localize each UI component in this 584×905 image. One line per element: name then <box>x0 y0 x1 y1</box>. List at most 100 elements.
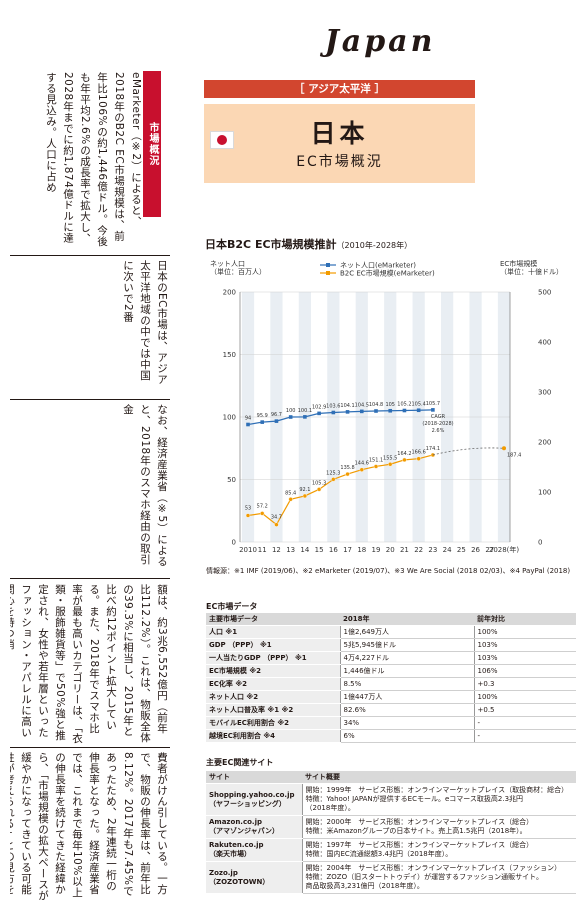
cell: 1,446億ドル <box>339 664 474 678</box>
table-header: 前年対比 <box>474 613 576 626</box>
x-tick-label: 14 <box>300 546 309 554</box>
site-name: Zozo.jp （ZOZOTOWN） <box>206 861 302 894</box>
data-point <box>388 462 393 467</box>
section-tag: 市場概況 <box>143 71 161 217</box>
x-tick-label: 17 <box>343 546 352 554</box>
cell: +0.3 <box>473 677 576 691</box>
table-header: サイト <box>206 771 302 784</box>
data-point <box>331 410 336 415</box>
data-label: 105.7 <box>426 401 440 407</box>
cell: 1億2,649万人 <box>339 625 474 639</box>
legend-marker <box>326 263 330 267</box>
data-label: 104.8 <box>369 402 383 408</box>
ec-sites-label: 主要EC関連サイト <box>206 758 274 767</box>
data-point <box>373 464 379 469</box>
series-line <box>247 409 433 426</box>
data-point <box>302 493 308 499</box>
table-row: Zozo.jp （ZOZOTOWN） 開始：2004年 サービス形態：オンラインマ… <box>206 861 576 894</box>
site-name: Shopping.yahoo.co.jp （ヤフーショッピング） <box>206 783 302 816</box>
data-point <box>331 477 336 482</box>
data-point <box>416 456 421 461</box>
page-title: Japan <box>324 24 436 59</box>
table-header: サイト概要 <box>302 771 576 784</box>
x-tick-label: 21 <box>400 546 409 554</box>
data-point <box>359 467 364 472</box>
data-point <box>245 513 251 518</box>
data-point <box>388 408 393 413</box>
row-label: ネット人口 ※2 <box>206 690 340 704</box>
ec-market-chart: 0 50 100 150 200 0 100 200 300 400 500 2010 11 12 13 14… <box>210 259 563 554</box>
site-name: Amazon.co.jp （アマゾンジャパン） <box>206 815 302 839</box>
region-bar: ［ アジア太平洋 ］ <box>204 80 475 98</box>
x-tick-label: 2010 <box>239 546 257 554</box>
country-name: 日本 <box>310 119 369 148</box>
data-point <box>246 422 250 427</box>
site-description: 開始：1999年 サービス形態：オンラインマーケットプレイス（取扱商材：総合） … <box>301 783 576 816</box>
data-label: 100 <box>286 408 296 414</box>
data-label: 144.6 <box>355 461 369 467</box>
data-label: 103.6 <box>326 404 340 410</box>
left-axis-label: ネット人口（単位：百万人） <box>210 260 266 276</box>
data-label: 105.3 <box>312 480 326 486</box>
cell: 1億447万人 <box>339 690 474 704</box>
table-row: EC市場規模 ※2 1,446億ドル 106% <box>206 664 576 678</box>
cell: 34% <box>339 716 474 730</box>
x-tick-label: 2028(年) <box>489 545 520 554</box>
data-label: 135.8 <box>340 465 354 471</box>
right-tick-label: 500 <box>538 289 551 297</box>
right-tick-label: 300 <box>538 389 551 397</box>
data-point <box>260 511 265 516</box>
data-label: 92.1 <box>299 487 310 493</box>
row-label: 一人当たりGDP （PPP） ※1 <box>206 651 340 665</box>
data-point <box>431 408 435 412</box>
data-point <box>288 497 293 502</box>
article-column: eMarketer（※2）によると、2018年のB2C EC市場規模は、前年比1… <box>45 72 142 247</box>
cell: +0.5 <box>473 703 576 717</box>
table-row: Rakuten.co.jp （楽天市場） 開始：1997年 サービス形態：オンライ… <box>206 838 576 862</box>
table-row: ネット人口普及率 ※1 ※2 82.6% +0.5 <box>206 703 576 717</box>
article-column: 日本のEC市場は、アジア太平洋地域の中では中国に次いで2番 <box>122 260 168 385</box>
article-column: 額は、約3兆6,552億円（前年比112.2%）。これは、物販全体の39.3%に… <box>10 584 168 744</box>
row-label: 人口 ※1 <box>206 625 340 639</box>
row-label: モバイルEC利用割合 ※2 <box>206 716 340 730</box>
cell: 6% <box>339 729 474 743</box>
data-point <box>316 487 322 492</box>
right-tick-label: 200 <box>538 439 551 447</box>
divider <box>10 255 170 256</box>
projection-line <box>432 447 505 456</box>
ec-data-table: 主要市場データ 2018年 前年対比 人口 ※1 1億2,649万人 100% GDP… <box>206 613 576 743</box>
right-tick-label: 400 <box>538 339 551 347</box>
row-label: GDP （PPP） ※1 <box>206 638 340 652</box>
x-tick-label: 16 <box>329 546 338 554</box>
data-point <box>402 408 407 413</box>
chart-title-text: 日本B2C EC市場規模推計 <box>205 238 337 251</box>
divider <box>10 399 170 400</box>
data-label: 105 <box>385 402 395 408</box>
flag-sun <box>217 135 227 145</box>
chart-footnote: 情報源：※1 IMF (2019/06)、※2 eMarketer (2019/… <box>206 567 571 575</box>
data-label: 102.9 <box>312 404 326 410</box>
x-tick-label: 18 <box>357 546 366 554</box>
data-label: 96.7 <box>271 412 282 418</box>
data-label: 95.9 <box>257 413 268 419</box>
data-label: 174.1 <box>426 446 440 452</box>
projection-label: 187.4 <box>507 452 521 458</box>
data-point <box>288 415 293 419</box>
data-point <box>359 409 364 414</box>
data-point <box>317 411 321 416</box>
cell: 103% <box>473 651 576 665</box>
right-tick-label: 100 <box>538 489 551 497</box>
cell: 100% <box>473 625 576 639</box>
legend-marker <box>326 271 330 275</box>
data-label: 166.6 <box>412 450 426 456</box>
data-point <box>274 522 279 527</box>
left-tick-label: 100 <box>223 414 236 422</box>
data-label: 85.4 <box>285 490 296 496</box>
data-label: 104.5 <box>355 402 369 408</box>
site-description: 開始：1997年 サービス形態：オンラインマーケットプレイス（総合） 特徴：国内… <box>301 838 576 862</box>
x-tick-label: 15 <box>315 546 324 554</box>
divider <box>10 578 170 579</box>
legend-label: ネット人口(eMarketer) <box>340 262 416 270</box>
x-tick-label: 26 <box>471 546 480 554</box>
site-name: Rakuten.co.jp （楽天市場） <box>206 838 302 862</box>
